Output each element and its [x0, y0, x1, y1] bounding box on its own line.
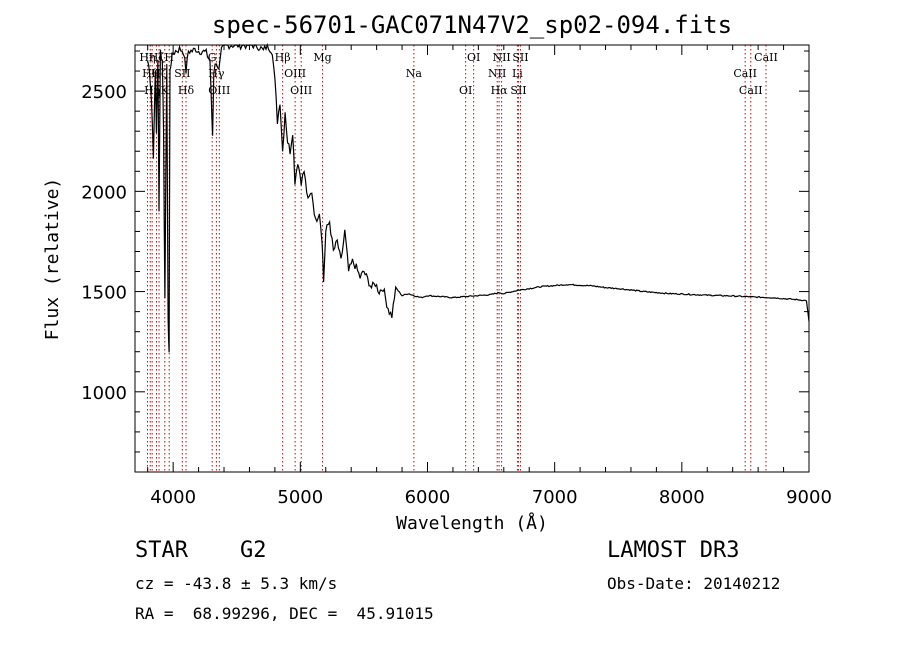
x-axis-label: Wavelength (Å) — [396, 512, 548, 534]
x-tick-label: 6000 — [405, 487, 451, 508]
line-label-na: Na — [406, 67, 423, 80]
plot-frame — [134, 44, 810, 473]
y-tick-label: 1500 — [81, 283, 127, 304]
object-class: STAR — [135, 538, 188, 563]
y-tick-label: 1000 — [81, 383, 127, 404]
line-label-nii: NII — [492, 51, 510, 64]
line-label-mg: Mg — [313, 51, 331, 64]
line-label-hη: Hη — [139, 51, 155, 64]
line-label-sii: SII — [510, 84, 526, 97]
x-tick-label: 5000 — [277, 487, 323, 508]
line-markers — [146, 45, 767, 472]
line-label-oiii: OIII — [284, 67, 306, 80]
redshift-cz: cz = -43.8 ± 5.3 km/s — [135, 574, 338, 593]
line-label-hζ: Hζ — [151, 67, 167, 80]
x-tick-label: 7000 — [532, 487, 578, 508]
y-tick-label: 2500 — [81, 82, 127, 103]
line-label-oiii: OIII — [290, 84, 312, 97]
spectrum-line — [147, 42, 810, 353]
line-label-caii: CaII — [754, 51, 778, 64]
y-tick-label: 2000 — [81, 182, 127, 203]
line-label-li: Li — [512, 67, 523, 80]
line-label-g: G — [208, 51, 217, 64]
x-tick-label: 9000 — [786, 487, 832, 508]
line-label-hα: Hα — [491, 84, 509, 97]
line-labels: HηHθHηHζHζKHSIIHδGHγOIIIHβOIIIOIIIMgNaOI… — [139, 51, 777, 97]
line-label-caii: CaII — [733, 67, 757, 80]
y-axis-label: Flux (relative) — [42, 178, 63, 341]
line-label-sii: SII — [512, 51, 528, 64]
chart-title: spec-56701-GAC071N47V2_sp02-094.fits — [212, 11, 732, 39]
object-subclass: G2 — [240, 538, 267, 563]
line-label-nii: NII — [488, 67, 506, 80]
x-tick-label: 8000 — [659, 487, 705, 508]
line-label-hδ: Hδ — [178, 84, 195, 97]
x-tick-label: 4000 — [150, 487, 196, 508]
obs-date: Obs-Date: 20140212 — [607, 574, 781, 593]
line-label-caii: CaII — [739, 84, 763, 97]
survey-name: LAMOST DR3 — [607, 538, 740, 563]
line-label-h: H — [164, 51, 174, 64]
line-label-oi: OI — [467, 51, 480, 64]
line-label-hγ: Hγ — [208, 67, 225, 80]
coordinates: RA = 68.99296, DEC = 45.91015 — [135, 604, 434, 623]
y-axis: 1000 1500 2000 2500 — [81, 50, 809, 453]
x-axis: 4000 5000 6000 7000 8000 9000 — [147, 45, 832, 508]
line-label-hβ: Hβ — [275, 51, 291, 64]
line-label-k: K — [161, 84, 170, 97]
line-label-sii: SII — [174, 67, 190, 80]
line-label-oi: OI — [459, 84, 472, 97]
